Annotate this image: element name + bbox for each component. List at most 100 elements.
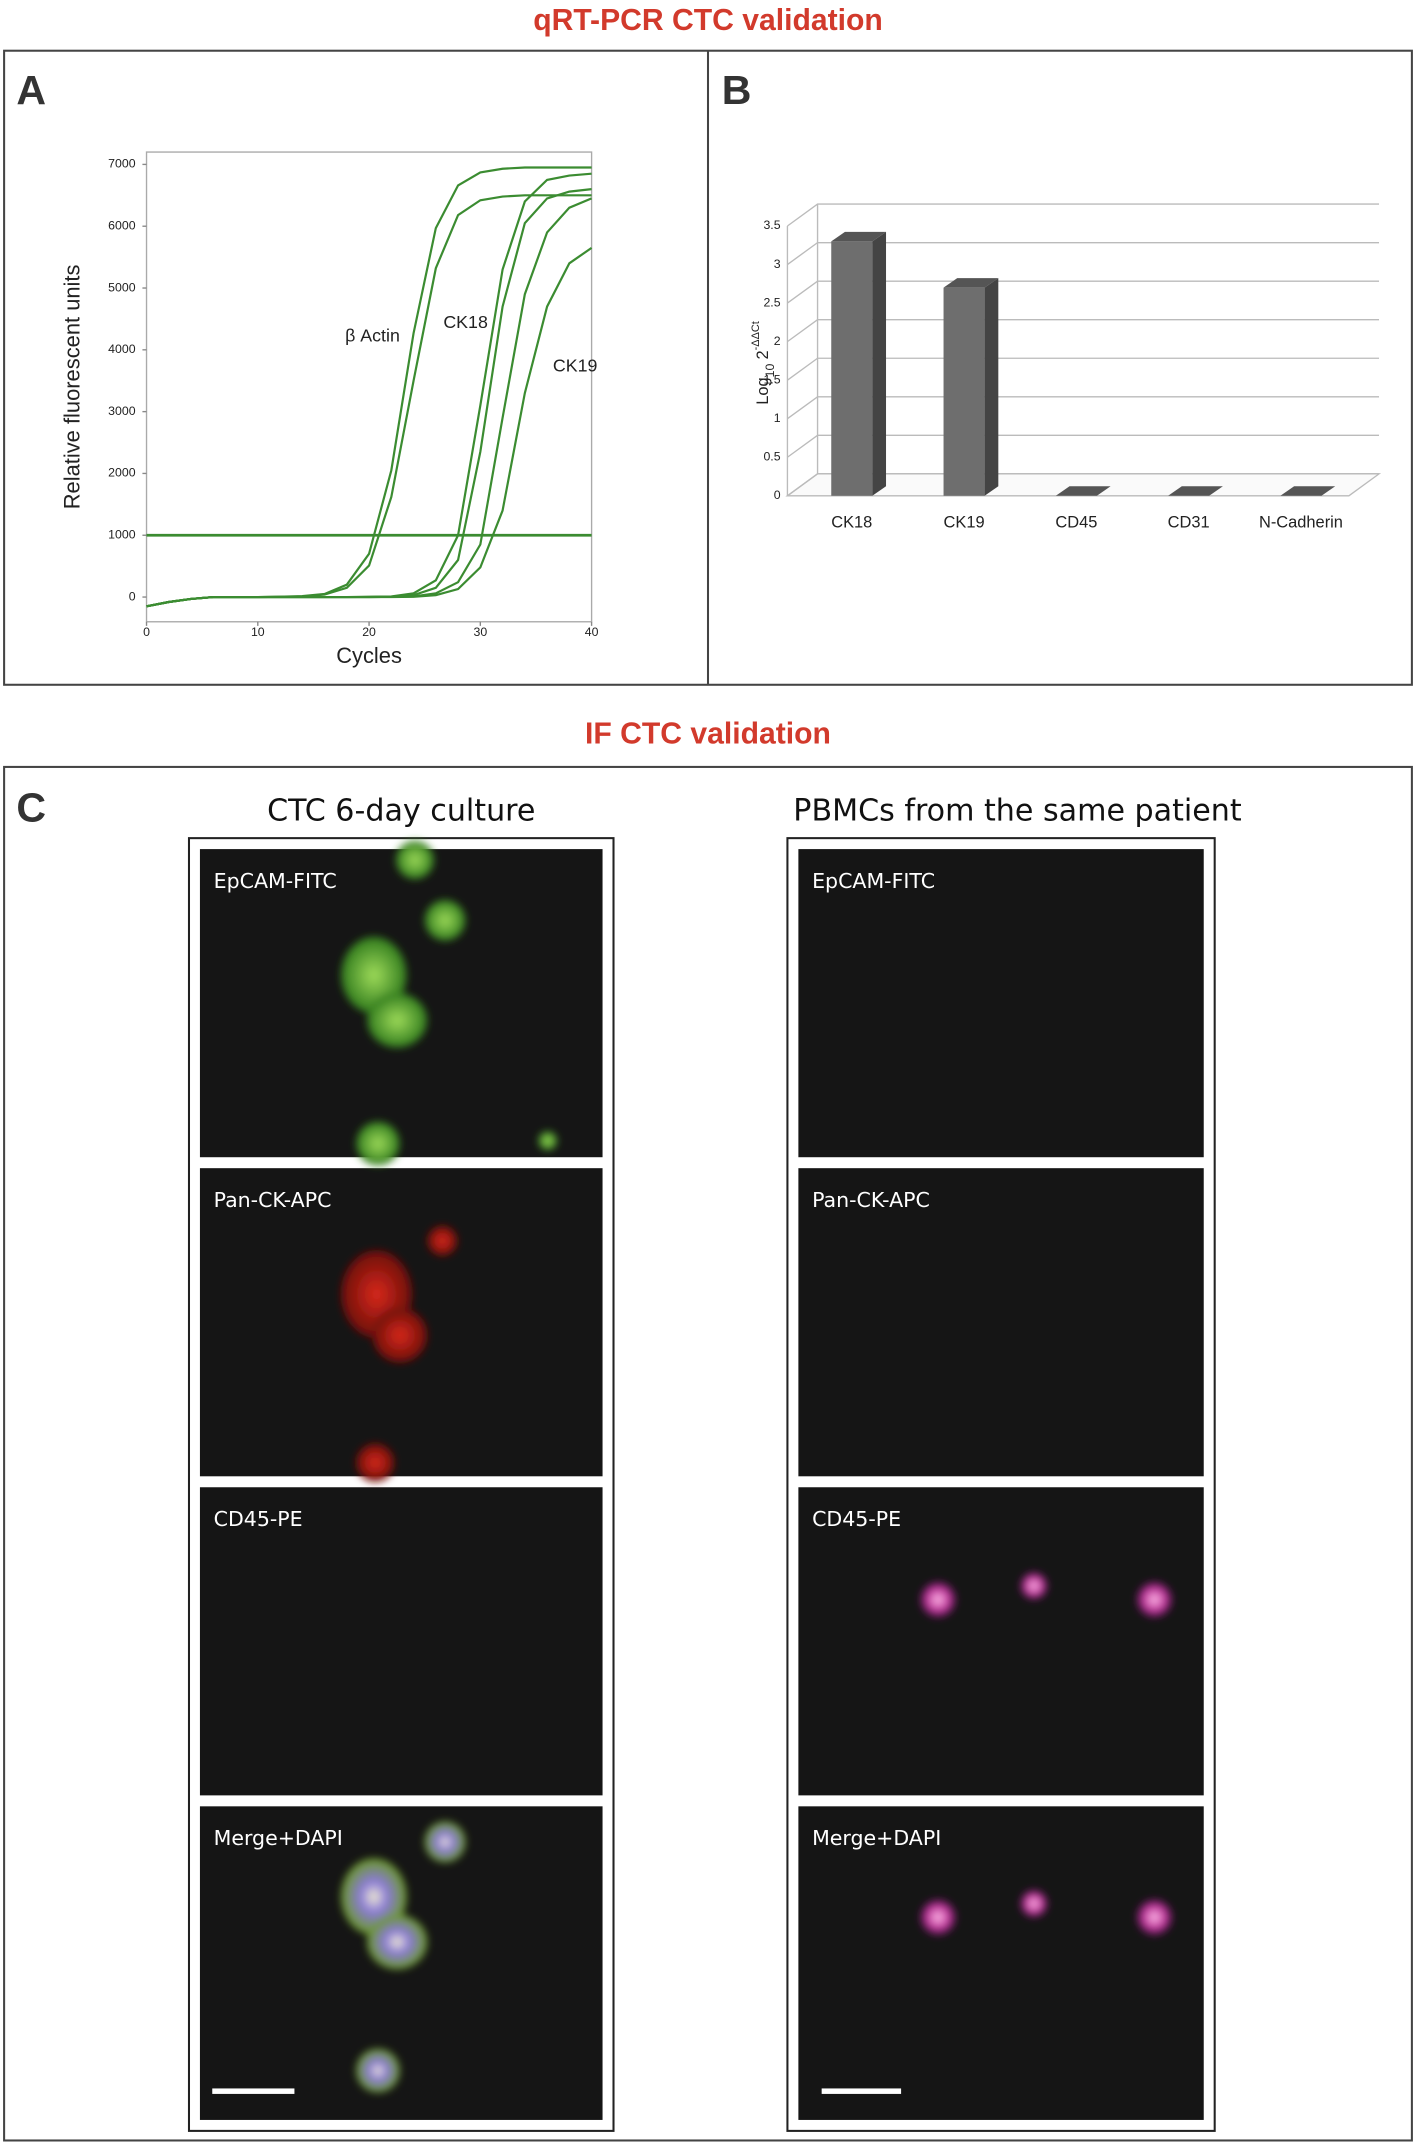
cell <box>367 992 428 1048</box>
section-title: qRT-PCR CTC validation <box>533 4 883 37</box>
grid-line <box>787 357 1380 381</box>
image-label: EpCAM-FITC <box>214 869 337 893</box>
y-tick-label: 2000 <box>108 466 136 480</box>
bar-top <box>1168 486 1223 496</box>
cell <box>1136 1581 1173 1618</box>
bar-top <box>943 278 999 288</box>
cell <box>1020 1889 1048 1918</box>
y-tick-label: 3.5 <box>763 218 780 232</box>
cell <box>356 2048 400 2093</box>
grid-line <box>787 203 1380 227</box>
y-tick-label: 0 <box>129 589 136 603</box>
image-label: CD45-PE <box>214 1507 303 1531</box>
micrographs: EpCAM-FITC Pan-CK-APC CD45-PE Merge+DAPI EpC… <box>199 849 1204 2120</box>
cell <box>356 1121 400 1166</box>
grid-line <box>787 280 1380 304</box>
panel-letter: C <box>16 785 46 831</box>
column-frame <box>786 837 1216 2132</box>
cell <box>372 1307 428 1363</box>
x-tick-label: CK19 <box>944 514 985 532</box>
cell <box>427 1225 458 1256</box>
cell <box>424 899 466 941</box>
image-label: CD45-PE <box>812 1507 901 1531</box>
panel-frame <box>3 765 1413 2142</box>
x-axis-title: Cycles <box>336 643 402 668</box>
grid-line <box>787 473 1380 497</box>
bar <box>1168 486 1223 496</box>
micrograph <box>798 1487 1204 1796</box>
bar-top <box>1280 486 1336 496</box>
x-tick-label: CD31 <box>1168 514 1210 532</box>
y-tick-label: 5000 <box>108 280 136 294</box>
amplification-curve <box>146 194 592 608</box>
image-label: EpCAM-FITC <box>812 869 935 893</box>
annotation: CK19 <box>553 356 598 376</box>
cell <box>356 1443 395 1482</box>
y-label-part: Log <box>754 377 772 404</box>
micrograph <box>798 1168 1204 1477</box>
cell <box>1136 1899 1173 1936</box>
micrograph <box>798 849 1204 1158</box>
panel-letter: B <box>722 67 752 113</box>
bar-side <box>984 278 999 496</box>
bar <box>1055 486 1111 496</box>
micrograph <box>199 1487 603 1796</box>
micrograph <box>798 1806 1204 2120</box>
cell <box>367 1914 428 1970</box>
bar-top <box>831 231 887 242</box>
annotation: CK18 <box>443 312 488 332</box>
bar-side <box>872 231 887 496</box>
y-label-part: -ΔΔCt <box>750 321 762 350</box>
grid-line <box>787 319 1380 343</box>
y-tick-label: 1000 <box>108 527 136 541</box>
image-label: Merge+DAPI <box>214 1826 343 1850</box>
cell <box>920 1581 956 1618</box>
x-tick-label: N-Cadherin <box>1259 514 1343 532</box>
annotation: β Actin <box>345 326 400 346</box>
y-tick-label: 3 <box>774 257 781 271</box>
x-tick-label: 40 <box>585 625 599 639</box>
y-label-part: 2 <box>754 350 772 359</box>
x-tick-label: 20 <box>362 625 376 639</box>
image-label: Pan-CK-APC <box>812 1188 930 1212</box>
amplification-curve <box>146 246 593 608</box>
y-tick-label: 6000 <box>108 218 136 232</box>
x-tick-label: CK18 <box>831 514 872 532</box>
scale-bar <box>212 2088 295 2094</box>
x-tick-label: CD45 <box>1055 514 1097 532</box>
y-tick-label: 4000 <box>108 342 136 356</box>
y-tick-label: 1.5 <box>763 372 780 386</box>
amplification-curve <box>146 197 593 608</box>
x-tick-label: 10 <box>251 625 265 639</box>
amplification-curve <box>146 166 592 608</box>
cell <box>395 840 435 880</box>
image-label: Merge+DAPI <box>812 1826 941 1850</box>
y-tick-label: 0 <box>774 488 781 502</box>
panel-letter: A <box>16 67 46 113</box>
cell <box>538 1131 558 1151</box>
column-frame <box>187 837 615 2132</box>
x-tick-label: 30 <box>473 625 487 639</box>
grid-line <box>787 241 1380 266</box>
bar-top <box>1055 486 1111 496</box>
y-tick-label: 3000 <box>108 404 136 418</box>
section-title: IF CTC validation <box>585 717 831 750</box>
y-axis-title: Log10 2-ΔΔCt <box>750 321 777 405</box>
column-title: CTC 6-day culture <box>267 794 535 829</box>
scale-bar <box>821 2088 902 2094</box>
cells <box>340 840 1173 2093</box>
bar-front <box>943 287 985 496</box>
y-tick-label: 2.5 <box>763 295 780 309</box>
x-tick-label: 0 <box>143 625 150 639</box>
grid-line <box>787 434 1380 458</box>
grid-line <box>787 396 1380 420</box>
y-axis-title: Relative fluorescent units <box>60 264 85 509</box>
cell <box>920 1899 956 1936</box>
y-tick-label: 2 <box>774 334 781 348</box>
y-tick-label: 0.5 <box>763 449 780 463</box>
cell <box>1020 1572 1048 1600</box>
column-title: PBMCs from the same patient <box>793 794 1242 829</box>
cell <box>424 1821 466 1863</box>
bar <box>831 231 887 496</box>
